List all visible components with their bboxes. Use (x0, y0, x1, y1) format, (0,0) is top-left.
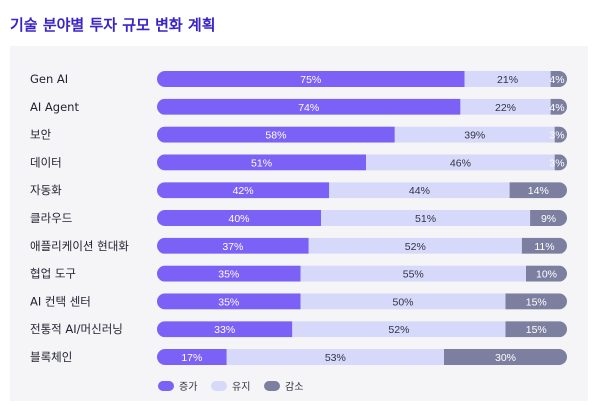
bar-segment (157, 237, 309, 254)
data-label: 40% (228, 213, 249, 225)
bar-row (157, 154, 567, 171)
data-label: 37% (222, 241, 243, 253)
data-label: 10% (536, 269, 557, 281)
bar-segment (308, 237, 522, 254)
data-label: 44% (409, 185, 430, 197)
data-label: 51% (251, 157, 272, 169)
bar-segment (444, 349, 567, 365)
bar-row (157, 321, 567, 338)
data-label: 75% (300, 74, 321, 86)
category-label: 데이터 (30, 155, 62, 169)
bar-row (157, 71, 567, 87)
data-label: 53% (325, 352, 346, 364)
category-label: 블록체인 (30, 350, 72, 364)
data-label: 15% (526, 296, 547, 308)
bar-segment (157, 265, 301, 282)
bar-row (157, 265, 567, 282)
data-label: 55% (403, 269, 424, 281)
bar-segment (226, 349, 444, 365)
bar-row (157, 349, 567, 365)
bar-segment (157, 182, 330, 199)
bar-segment (300, 293, 506, 310)
bar-segment (366, 154, 555, 171)
category-label: 전통적 AI/머신러닝 (30, 322, 123, 336)
data-label: 11% (534, 241, 554, 253)
bar-segment (329, 182, 510, 199)
data-label: 35% (218, 269, 239, 281)
bar-segment (157, 71, 465, 87)
bar-segment (509, 182, 567, 199)
data-label: 74% (298, 102, 319, 114)
legend-swatch (211, 381, 227, 391)
data-label: 4% (549, 102, 564, 114)
data-label: 35% (218, 296, 239, 308)
bar-row (157, 98, 567, 115)
data-label: 39% (464, 130, 485, 142)
bar-row (157, 293, 567, 310)
data-label: 51% (415, 213, 436, 225)
chart-title: 기술 분야별 투자 규모 변화 계획 (10, 16, 216, 34)
bar-segment (550, 98, 567, 115)
data-label: 3% (549, 157, 564, 169)
bar-segment (526, 265, 567, 282)
bar-segment (157, 126, 395, 143)
bar-segment (157, 321, 293, 338)
bar-segment (394, 126, 555, 143)
legend-label: 감소 (285, 381, 303, 393)
bar-segment (300, 265, 526, 282)
category-label: 보안 (30, 128, 52, 142)
data-label: 4% (549, 74, 564, 86)
data-label: 22% (495, 102, 516, 114)
bar-segment (521, 237, 567, 254)
data-label: 30% (495, 352, 516, 364)
category-label: AI 컨택 센터 (30, 294, 91, 308)
bar-segment (460, 98, 551, 115)
data-label: 9% (541, 213, 556, 225)
data-label: 46% (450, 157, 471, 169)
bar-segment (550, 71, 567, 87)
data-label: 3% (549, 130, 564, 142)
category-label: AI Agent (30, 100, 79, 114)
bar-segment (505, 293, 567, 310)
bar-segment (554, 126, 567, 143)
legend-label: 증가 (179, 381, 197, 393)
bar-segment (321, 210, 531, 226)
bar-segment (157, 98, 461, 115)
legend-swatch (264, 381, 280, 391)
data-label: 50% (392, 296, 413, 308)
data-label: 52% (388, 324, 409, 336)
bar-segment (530, 210, 567, 226)
category-label: 클라우드 (30, 211, 72, 225)
category-label: 자동화 (30, 183, 62, 197)
legend-swatch (158, 381, 174, 391)
bar-segment (157, 154, 367, 171)
category-label: 협업 도구 (30, 267, 76, 281)
bar-segment (505, 321, 567, 338)
data-label: 15% (526, 324, 547, 336)
data-label: 14% (528, 185, 549, 197)
category-label: 애플리케이션 현대화 (30, 239, 129, 253)
category-label: Gen AI (30, 72, 68, 86)
legend-label: 유지 (232, 381, 250, 393)
data-label: 33% (214, 324, 235, 336)
bar-row (157, 182, 567, 199)
bar-segment (157, 293, 301, 310)
bar-segment (464, 71, 551, 87)
data-label: 58% (265, 130, 286, 142)
data-label: 42% (233, 185, 254, 197)
bar-segment (292, 321, 506, 338)
data-label: 17% (181, 352, 202, 364)
bar-row (157, 237, 567, 254)
bar-segment (554, 154, 567, 171)
data-label: 52% (405, 241, 426, 253)
bar-segment (157, 210, 321, 226)
data-label: 21% (497, 74, 518, 86)
bar-segment (157, 349, 227, 365)
bar-row (157, 210, 567, 226)
bar-row (157, 126, 567, 143)
